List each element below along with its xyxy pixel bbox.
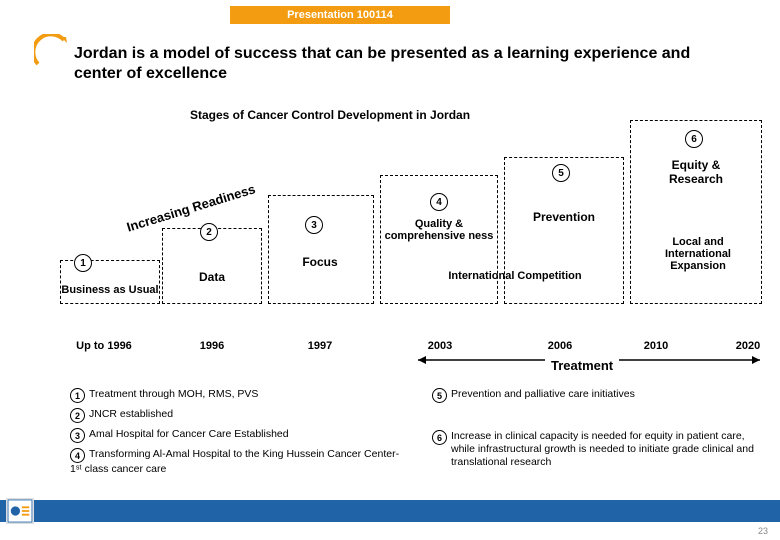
note-left-1: 1Treatment through MOH, RMS, PVS <box>70 388 410 403</box>
footer-logo <box>6 498 34 524</box>
note-left-2: 2JNCR established <box>70 408 410 423</box>
treatment-label: Treatment <box>545 358 619 373</box>
note-right-5: 5Prevention and palliative care initiati… <box>432 388 762 403</box>
page-number: 23 <box>758 526 768 536</box>
note-left-4: 4Transforming Al-Amal Hospital to the Ki… <box>70 448 410 476</box>
note-right-6: 6Increase in clinical capacity is needed… <box>432 430 762 469</box>
note-left-3: 3Amal Hospital for Cancer Care Establish… <box>70 428 410 443</box>
footer-text: King Hussein Cancer Center <box>532 499 762 519</box>
